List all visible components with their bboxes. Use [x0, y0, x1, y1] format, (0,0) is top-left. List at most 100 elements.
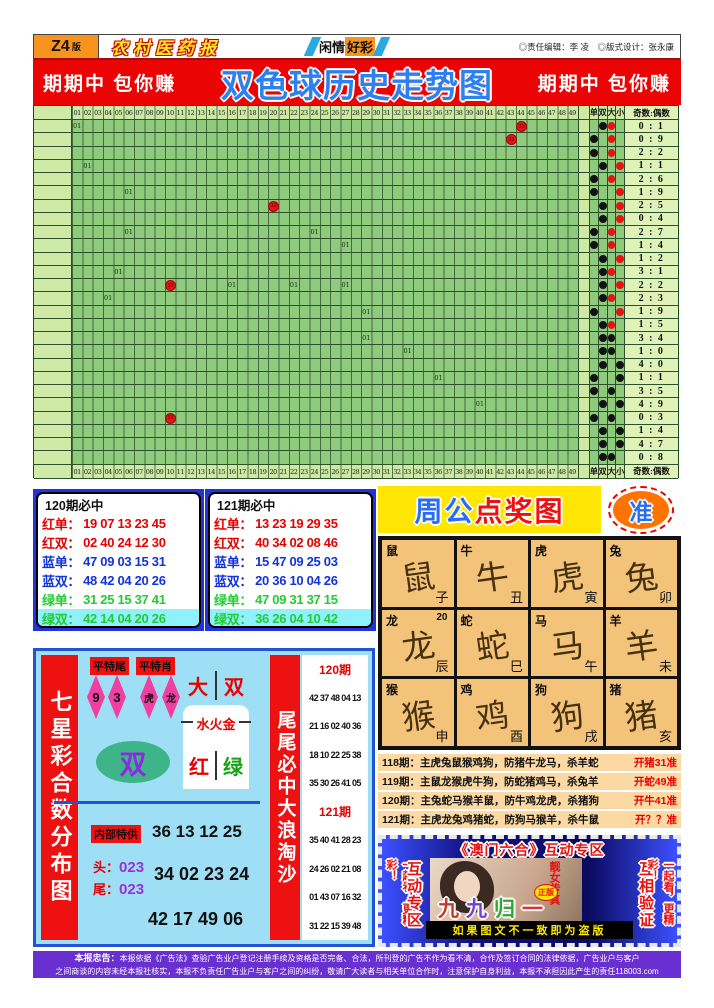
trend-col-header: 36	[434, 467, 442, 476]
tail-row: 尾：023	[93, 879, 144, 898]
trend-mark-01: 01	[83, 161, 92, 170]
weiwei-numbers-column: 120期 42 37 48 04 13 21 16 02 40 36 18 10 22…	[302, 655, 368, 940]
trend-dot-cell	[607, 385, 617, 398]
trend-dot-cell	[598, 358, 608, 371]
trend-dot-cell	[598, 398, 608, 411]
trend-dot	[598, 334, 607, 343]
trend-col-header: 38	[455, 109, 463, 117]
trend-row: 01 1 : 9	[34, 186, 678, 200]
trend-dot-cell	[616, 438, 625, 451]
prediction-row-label: 绿单：	[214, 593, 253, 608]
trend-row-numbers: 01	[72, 332, 578, 345]
trend-row: 01 3 : 4	[34, 332, 678, 346]
trend-row: 4 : 0	[34, 358, 678, 372]
trend-ratio-value: 1 : 9	[625, 186, 678, 199]
disclaimer-line1: 本报忠告：本报依据《广告法》查验广告业户登记注册手续及资格是否完备、合法，所刊登…	[33, 952, 681, 966]
trend-gap-cell	[578, 385, 590, 398]
trend-row: 33 0 : 9	[34, 133, 678, 147]
trend-col-header: 05	[114, 467, 123, 476]
trend-dot-cell	[608, 212, 617, 225]
trend-row-numbers: 01	[72, 371, 578, 384]
trend-row: 2 : 6	[34, 173, 678, 187]
diamond-9: 9	[87, 675, 105, 719]
period-tip-text: 118期：主虎兔鼠猴鸡狗，防猪牛龙马，杀羊蛇	[382, 757, 599, 769]
prediction-row-numbers: 20 36 10 04 26	[255, 573, 338, 588]
trend-dot-cell	[616, 398, 625, 411]
prediction-title: 121期必中	[217, 499, 276, 513]
zodiac-art: 龙	[399, 625, 438, 669]
trend-row-numbers	[72, 385, 578, 398]
trend-row: 01 1 : 0	[34, 345, 678, 359]
trend-dot-cell	[616, 265, 625, 278]
trend-col-header: 19	[259, 467, 267, 476]
trend-row-numbers	[72, 358, 578, 371]
macau-left-slogan: 一起看，更精彩！	[385, 859, 413, 925]
trend-col-header: 42	[496, 109, 504, 117]
trend-dot-cell	[607, 239, 617, 252]
trend-gap-cell	[578, 438, 590, 451]
trend-col-headers: 01 02 03 04 05 06 07 08 09 10 11 12 13 14 15 16 17 18 19 20…	[72, 464, 578, 478]
trend-col-header: 25	[321, 467, 329, 476]
zodiac-cell-未: 羊羊未	[605, 609, 677, 677]
trend-col-header: 28	[351, 109, 360, 117]
trend-row: 1 : 2	[34, 252, 678, 266]
trend-gap-cell	[578, 345, 590, 358]
trend-dot	[616, 400, 624, 409]
trend-dot-cell	[616, 239, 625, 252]
zodiac-cell-申: 猴猴申	[382, 679, 454, 746]
trend-dot-cell	[608, 371, 617, 384]
trend-dot-cell	[616, 371, 625, 384]
zodiac-branch-label: 辰	[435, 660, 449, 676]
trend-row: 0 : 4	[34, 212, 678, 226]
trend-gap-cell	[578, 226, 590, 239]
trend-dot-cell	[608, 279, 617, 292]
trend-dot-cell	[590, 385, 599, 398]
trend-dot-cell	[599, 411, 608, 424]
trend-dot-cell	[616, 411, 625, 424]
macau-zone: 《澳门六合》互动专区 一起看，更精彩！ 互动专区 靓女传真 九九归一 正版 互相…	[378, 835, 681, 947]
trend-row: 01 1 : 1	[34, 371, 678, 385]
trend-dot-cell	[616, 385, 625, 398]
trend-col-header: 41	[486, 467, 494, 476]
double-oval-label: 双	[119, 749, 147, 780]
trend-ratio-value: 4 : 7	[625, 438, 678, 451]
macau-right-slogan: 一起看，更精彩！	[646, 859, 674, 925]
weiwei-period-label: 121期	[318, 805, 352, 820]
trend-col-header: 17	[238, 467, 247, 476]
trend-col-header: 25	[321, 109, 329, 117]
trend-dot-cell	[616, 279, 625, 292]
trend-gap-cell	[578, 106, 590, 119]
trend-dot-cell	[590, 332, 599, 345]
trend-ratio-value: 1 : 4	[625, 424, 678, 437]
accuracy-badge: 准	[608, 485, 674, 534]
trend-col-header: 41	[486, 109, 494, 117]
trend-row: 2 : 2	[34, 146, 678, 160]
zodiac-branch-label: 卯	[658, 590, 672, 606]
section-tag-left: 闲情	[319, 40, 346, 55]
trend-gap-cell	[578, 464, 590, 478]
trend-col-header: 31	[382, 467, 391, 476]
trend-dot	[616, 360, 624, 369]
trend-dot-cell	[607, 411, 617, 424]
trend-ratio-value: 1 : 4	[625, 239, 678, 252]
trend-mark-01: 01	[362, 307, 371, 316]
trend-label-cell	[34, 385, 72, 398]
trend-dot-cell	[608, 305, 617, 318]
disclaimer-line2: 之间商谈的内容未经本报社核实，本报不负责任广告业户与客户之间的纠纷，敬请广大读者…	[55, 966, 659, 976]
trend-col-header: 05	[114, 109, 123, 117]
zodiac-animal-label: 马	[535, 613, 548, 628]
trend-grid: 01 02 03 04 05 06 07 08 09 10 11 12 13 14 15 16 17 18 19 20…	[33, 105, 679, 479]
brush-decoration-icon	[372, 37, 391, 56]
trend-col-header: 15	[217, 109, 226, 117]
trend-dot-cell	[599, 305, 608, 318]
trend-row: 3 : 5	[34, 385, 678, 399]
trend-dot-cell	[616, 358, 625, 371]
trend-col-header: 38	[455, 467, 463, 476]
trend-row-numbers	[72, 212, 578, 225]
banner-title: 双色球历史走势图	[221, 66, 493, 104]
red-label: 红	[183, 751, 217, 780]
trend-mark-01: 01	[362, 334, 371, 343]
element-box: 水火金 红 绿	[181, 705, 251, 789]
trend-dot	[590, 373, 598, 382]
trend-dot-cell	[616, 292, 625, 305]
